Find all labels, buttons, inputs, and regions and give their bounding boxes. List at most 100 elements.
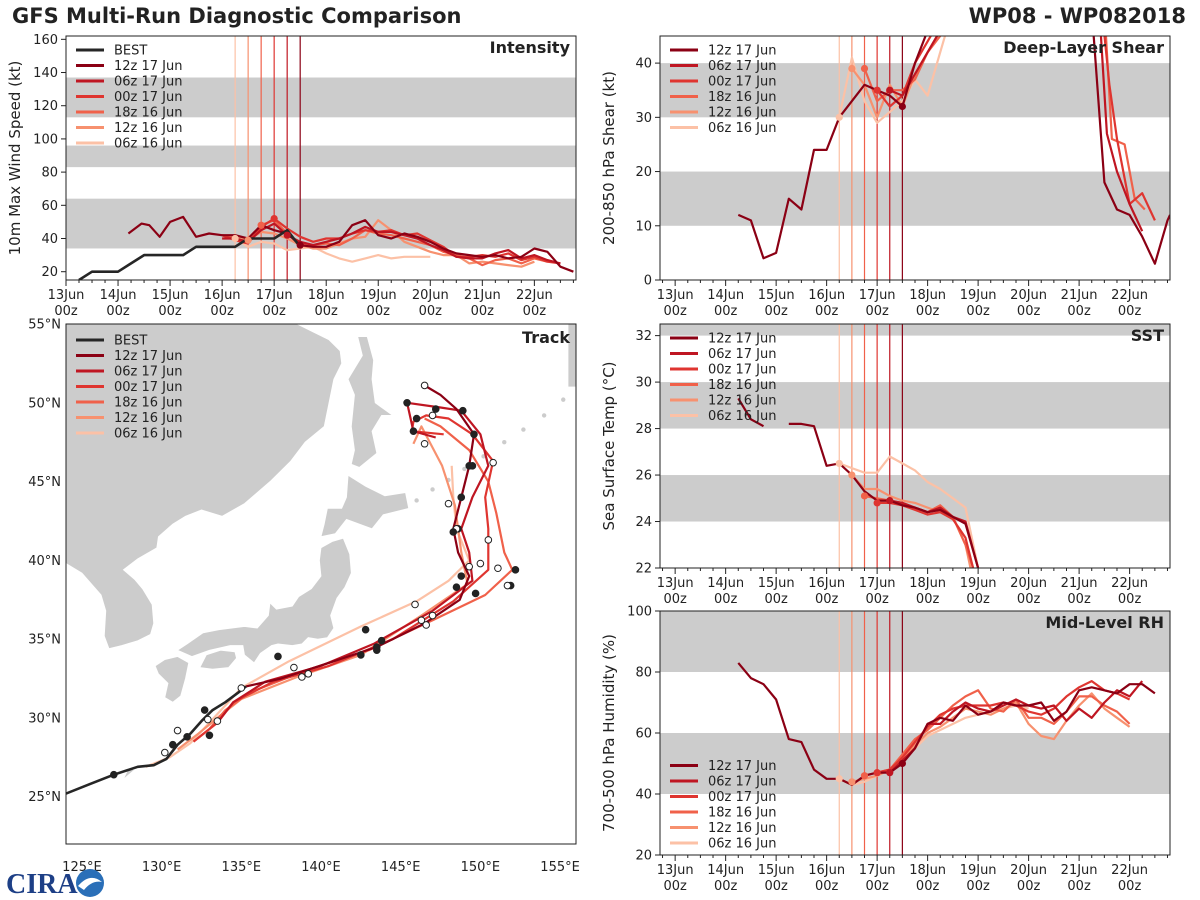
rh-xtick-label: 00z bbox=[1118, 879, 1142, 894]
intensity-series-18z-16-jun bbox=[221, 219, 548, 267]
shear-series-12z-17-jun bbox=[737, 36, 1170, 265]
rh-xtick-label: 00z bbox=[966, 879, 990, 894]
intensity-xtick-label: 14Jun bbox=[100, 288, 137, 303]
rh-xtick-label: 21Jun bbox=[1061, 863, 1098, 878]
shear-xtick-label: 00z bbox=[966, 304, 990, 319]
shear-ytick-label: 0 bbox=[644, 274, 652, 289]
intensity-ylabel: 10m Max Wind Speed (kt) bbox=[6, 61, 24, 256]
shear-ytick-label: 10 bbox=[635, 219, 652, 234]
track-marker-00z-17-jun bbox=[304, 670, 313, 678]
land-kuril-island bbox=[414, 498, 419, 503]
legend-label-12z-16-jun: 12z 16 Jun bbox=[708, 821, 777, 836]
sst-xtick-label: 00z bbox=[916, 592, 940, 607]
intensity-frame bbox=[65, 35, 577, 281]
track-marker-00z-17-jun bbox=[205, 731, 214, 740]
track-xtick-label: 130°E bbox=[142, 860, 182, 875]
intensity-xtick-label: 00z bbox=[106, 304, 130, 319]
intensity-xtick-label: 16Jun bbox=[204, 288, 241, 303]
rh-ytick-label: 40 bbox=[635, 788, 652, 803]
rh-xtick-label: 00z bbox=[764, 879, 788, 894]
intensity-ytick-label: 100 bbox=[33, 132, 58, 147]
legend-label-best: BEST bbox=[114, 44, 147, 59]
sst-series-00z-17-jun bbox=[877, 501, 975, 568]
track-series-best bbox=[66, 685, 247, 795]
legend-label-12z-17-jun: 12z 17 Jun bbox=[114, 59, 183, 74]
land-kuril-island bbox=[462, 466, 467, 472]
rh-init-point-00z-17-jun bbox=[873, 769, 881, 777]
intensity-init-point-00z-17-jun bbox=[270, 214, 278, 223]
page-title: GFS Multi-Run Diagnostic Comparison bbox=[12, 4, 462, 28]
track-ytick-label: 55°N bbox=[28, 318, 61, 333]
track-marker-06z-17-jun bbox=[409, 427, 418, 435]
shear-xtick-label: 00z bbox=[815, 304, 839, 319]
shear-xtick-label: 00z bbox=[764, 304, 788, 319]
intensity-series-12z-16-jun bbox=[221, 219, 535, 268]
rh-ytick-label: 60 bbox=[635, 727, 652, 742]
rh-xtick-label: 00z bbox=[815, 879, 839, 894]
track-marker-06z-16-jun bbox=[173, 726, 182, 735]
intensity-band-2 bbox=[66, 77, 576, 118]
track-marker-06z-16-jun bbox=[237, 684, 246, 692]
track-marker-00z-17-jun bbox=[484, 536, 493, 544]
sst-xtick-label: 00z bbox=[764, 592, 788, 607]
shear-xtick-label: 00z bbox=[865, 304, 889, 319]
rh-ylabel: 700-500 hPa Humidity (%) bbox=[600, 634, 618, 832]
shear-xtick-label: 00z bbox=[663, 304, 687, 319]
intensity-xtick-label: 17Jun bbox=[256, 288, 293, 303]
track-frame bbox=[65, 323, 577, 845]
shear-init-point-12z-16-jun bbox=[848, 64, 856, 73]
intensity-xtick-label: 00z bbox=[315, 304, 339, 319]
sst-title: SST bbox=[1131, 326, 1164, 345]
shear-xtick-label: 19Jun bbox=[960, 288, 997, 303]
shear-title: Deep-Layer Shear bbox=[1003, 38, 1164, 57]
shear-xtick-label: 18Jun bbox=[909, 288, 946, 303]
legend-label-18z-16-jun: 18z 16 Jun bbox=[708, 378, 777, 393]
shear-init-point-06z-16-jun bbox=[835, 113, 843, 121]
shear-xtick-label: 22Jun bbox=[1111, 288, 1148, 303]
sst-xtick-label: 00z bbox=[714, 592, 738, 607]
shear-xtick-label: 15Jun bbox=[758, 288, 795, 303]
intensity-init-point-12z-17-jun bbox=[296, 241, 304, 249]
intensity-init-point-06z-17-jun bbox=[283, 231, 291, 239]
track-marker-12z-16-jun bbox=[422, 621, 430, 629]
rh-series-12z-17-jun bbox=[737, 662, 1156, 786]
legend-label-12z-17-jun: 12z 17 Jun bbox=[708, 759, 777, 774]
rh-xtick-label: 16Jun bbox=[808, 863, 845, 878]
sst-band-1 bbox=[660, 382, 1170, 429]
legend-label-06z-17-jun: 06z 17 Jun bbox=[708, 775, 777, 790]
land-kuril-island bbox=[561, 397, 566, 402]
shear-plot-area bbox=[660, 36, 1170, 280]
track-marker-00z-17-jun bbox=[357, 651, 365, 659]
track-ytick-label: 30°N bbox=[28, 711, 61, 726]
track-xtick-label: 135°E bbox=[222, 860, 262, 875]
legend-label-best: BEST bbox=[114, 334, 147, 349]
rh-xtick-label: 18Jun bbox=[909, 863, 946, 878]
legend-label-00z-17-jun: 00z 17 Jun bbox=[114, 90, 183, 105]
land-kamchatka bbox=[567, 324, 576, 388]
track-xtick-label: 155°E bbox=[540, 860, 580, 875]
track-marker-12z-17-jun bbox=[428, 411, 437, 420]
intensity-xtick-label: 13Jun bbox=[48, 288, 85, 303]
land-kuril-island bbox=[521, 427, 526, 432]
intensity-series-best bbox=[78, 228, 302, 280]
track-marker-12z-16-jun bbox=[417, 616, 426, 625]
intensity-series-00z-17-jun bbox=[221, 217, 561, 265]
rh-xtick-label: 00z bbox=[865, 879, 889, 894]
sst-xtick-label: 17Jun bbox=[859, 576, 896, 591]
shear-xtick-label: 00z bbox=[916, 304, 940, 319]
track-ytick-label: 35°N bbox=[28, 633, 61, 648]
intensity-init-point-18z-16-jun bbox=[257, 221, 265, 229]
rh-xtick-label: 00z bbox=[714, 879, 738, 894]
track-marker-00z-17-jun bbox=[489, 458, 497, 467]
sst-xtick-label: 00z bbox=[1067, 592, 1091, 607]
intensity-xtick-label: 15Jun bbox=[152, 288, 189, 303]
rh-band-1 bbox=[660, 611, 1170, 672]
legend-label-06z-16-jun: 06z 16 Jun bbox=[708, 409, 777, 424]
cira-logo: CIRA bbox=[4, 866, 108, 900]
track-marker-12z-17-jun bbox=[457, 493, 466, 502]
rh-series-06z-17-jun bbox=[889, 680, 1144, 774]
land-kyushu bbox=[154, 656, 190, 703]
legend-label-12z-17-jun: 12z 17 Jun bbox=[114, 349, 183, 364]
